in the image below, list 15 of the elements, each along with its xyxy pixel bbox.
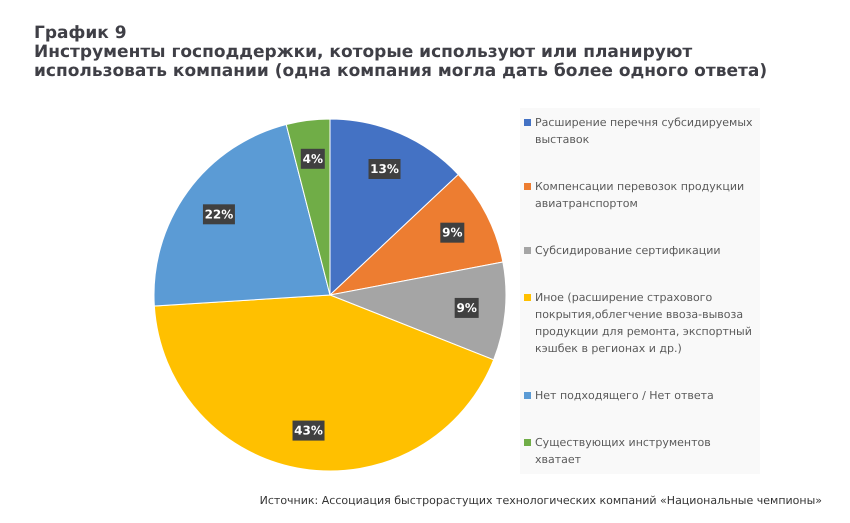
data-label: 4%: [302, 152, 323, 166]
data-label: 13%: [370, 162, 399, 176]
legend-label: Нет подходящего / Нет ответа: [535, 388, 714, 404]
text: Источник: Ассоциация быстрорастущих технологических компаний «Национальные чемпионы»: [260, 494, 822, 507]
data-label: 22%: [204, 207, 234, 222]
legend-label: Расширение перечня субсидируемых выставок: [535, 115, 754, 148]
data-label: 9%: [456, 300, 477, 315]
legend-label: Иное (расширение страхового покрытия,облегчение ввоза-вывоза продукции для ремонта, экспортный кэшбек в регионах и др.): [535, 290, 753, 357]
data-label: 9%: [442, 226, 463, 240]
legend-label: Существующих инструментов хватает: [535, 435, 712, 468]
legend-label: Субсидирование сертификации: [535, 243, 721, 259]
legend-label: Компенсации перевозок продукции авиатранспортом: [535, 179, 746, 212]
chart-title: График 9: [34, 23, 128, 43]
chart-subtitle: Инструменты господдержки, которые используют или планируют использовать компании (одна компания могла дать более одного ответа): [34, 42, 768, 81]
data-label: 43%: [294, 424, 323, 438]
